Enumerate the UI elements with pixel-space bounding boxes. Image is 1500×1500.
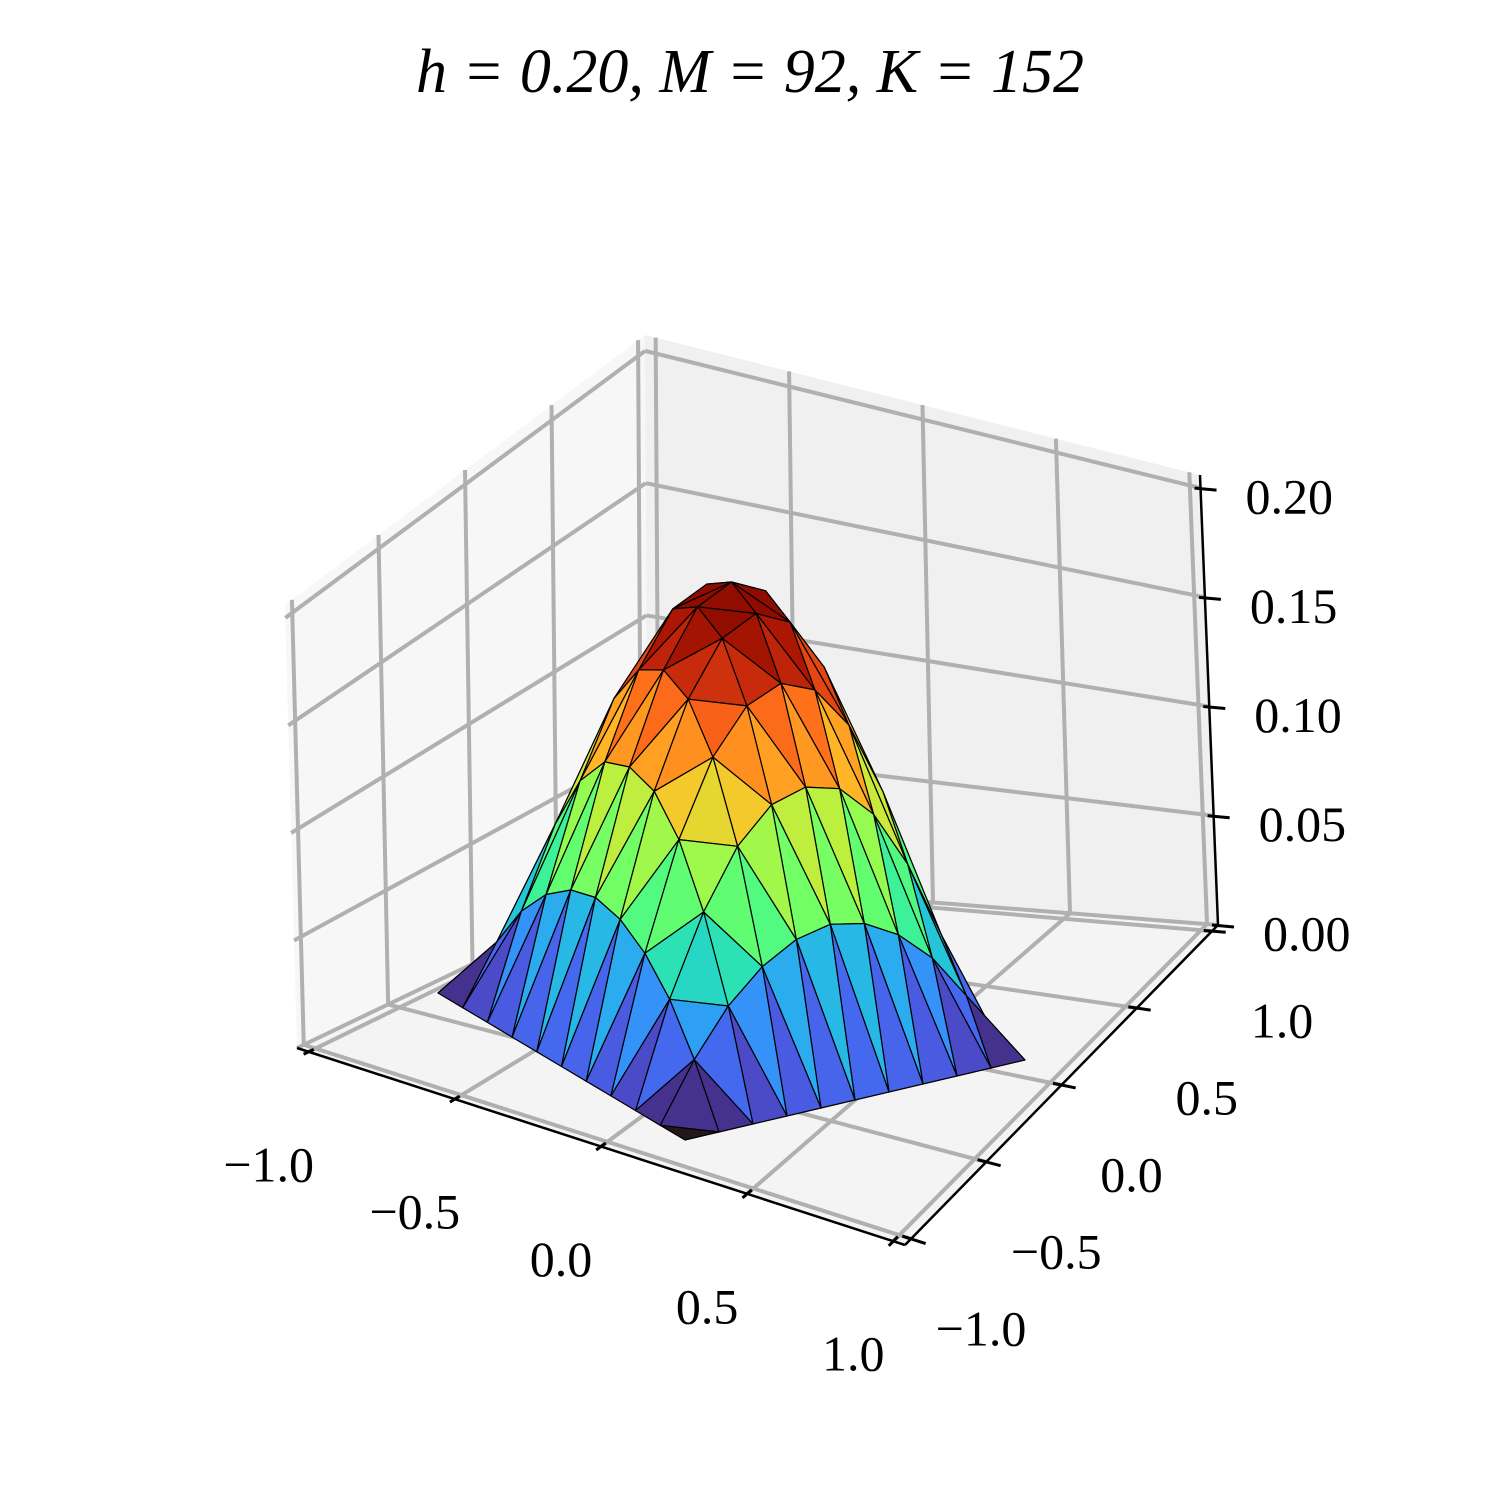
x-axis-line [296,1046,906,1247]
grid-line [284,349,647,620]
surface-triangle [659,1124,720,1141]
tick-mark [1203,928,1226,934]
grid-line [463,469,475,965]
y-tick-label: 0.0 [1100,1146,1163,1202]
grid-line [290,613,648,835]
y-tick-label: 0.5 [1175,1070,1238,1126]
y-tick-label: −1.0 [936,1300,1027,1356]
grid-line [920,404,935,903]
z-tick-label: 0.20 [1246,469,1334,525]
z-tick-label: 0.00 [1263,905,1351,961]
z-tick-label: 0.15 [1250,578,1338,634]
tick-mark [977,1158,1002,1168]
grid-line [303,1042,912,1241]
grid-line [644,348,1202,491]
tick-mark [901,1234,927,1245]
z-tick-label: 0.05 [1259,796,1347,852]
tick-mark [1052,1081,1076,1090]
grid-line [287,481,647,728]
tick-mark [1207,814,1230,820]
x-tick-label: −1.0 [223,1136,314,1192]
x-tick-label: 0.0 [530,1231,593,1287]
surface [437,581,1026,1141]
tick-mark [1198,595,1222,601]
chart-title: h = 0.20, M = 92, K = 152 [416,38,1084,106]
z-tick-label: 0.10 [1254,687,1342,743]
axes: −1.0−0.50.00.51.0 −1.0−0.50.00.51.00.000.… [223,469,1350,1382]
grid-line [376,534,391,1005]
x-tick-label: 0.5 [676,1278,739,1334]
tick-mark [1203,705,1226,711]
z-axis-line [1198,474,1220,926]
grid-line [1187,472,1210,925]
grid-line [645,481,1206,600]
tick-mark [1211,923,1235,929]
tick-mark [1128,1005,1151,1012]
y-axis-line [904,924,1219,1246]
x-tick-label: −0.5 [369,1184,460,1240]
y-tick-label: −0.5 [1011,1223,1102,1279]
tick-mark [1194,486,1217,492]
x-tick-label: 1.0 [822,1326,885,1382]
grid-line [289,599,306,1045]
grid-line [1053,438,1073,914]
y-tick-label: 1.0 [1251,993,1314,1049]
